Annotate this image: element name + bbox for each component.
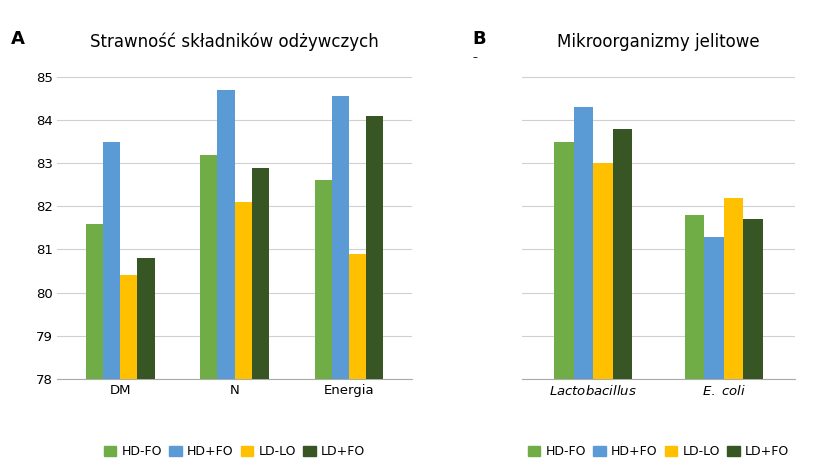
Bar <box>86 224 103 379</box>
Text: –: – <box>472 52 477 62</box>
Bar <box>234 202 251 379</box>
Legend: HD-FO, HD+FO, LD-LO, LD+FO: HD-FO, HD+FO, LD-LO, LD+FO <box>99 440 370 462</box>
Text: B: B <box>472 30 486 48</box>
Bar <box>217 90 234 379</box>
Bar <box>723 198 742 379</box>
Bar <box>593 163 612 379</box>
Bar <box>684 215 704 379</box>
Text: A: A <box>11 30 25 48</box>
Legend: HD-FO, HD+FO, LD-LO, LD+FO: HD-FO, HD+FO, LD-LO, LD+FO <box>523 440 794 462</box>
Bar <box>365 116 382 379</box>
Bar <box>120 275 138 379</box>
Bar <box>554 142 573 379</box>
Bar <box>103 142 120 379</box>
Bar <box>742 219 762 379</box>
Bar <box>348 254 365 379</box>
Title: Strawność składników odżywczych: Strawność składników odżywczych <box>90 33 378 51</box>
Title: Mikroorganizmy jelitowe: Mikroorganizmy jelitowe <box>557 33 759 51</box>
Bar <box>314 181 332 379</box>
Bar <box>704 237 723 379</box>
Bar <box>612 129 631 379</box>
Bar <box>200 155 217 379</box>
Bar <box>251 168 269 379</box>
Bar <box>332 97 348 379</box>
Bar <box>573 107 593 379</box>
Bar <box>138 258 154 379</box>
